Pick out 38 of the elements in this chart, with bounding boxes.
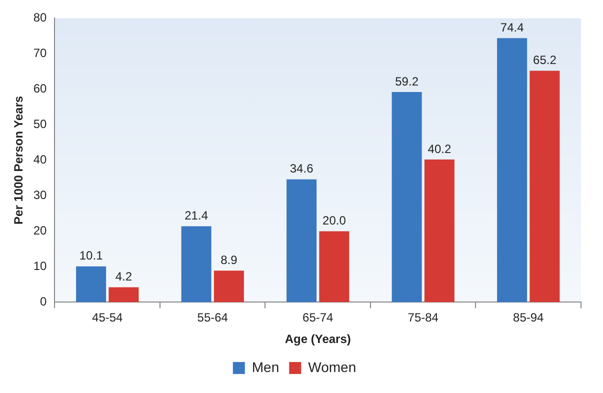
data-label: 40.2 — [428, 142, 452, 156]
bar — [530, 70, 560, 302]
bar — [392, 92, 422, 302]
data-label: 8.9 — [220, 252, 238, 267]
bar — [286, 179, 317, 302]
x-tick-label: 55-64 — [197, 310, 228, 325]
data-label: 59.2 — [395, 74, 419, 88]
x-axis-title: Age (Years) — [284, 332, 351, 346]
data-label: 20.0 — [322, 214, 346, 228]
y-tick-label: 50 — [33, 117, 48, 132]
data-label: 10.1 — [79, 248, 104, 263]
legend-label: Men — [252, 358, 280, 375]
bar — [108, 287, 139, 302]
y-tick-label: 10 — [33, 259, 48, 274]
y-axis-title: Per 1000 Person Years — [12, 96, 26, 224]
x-tick-label: 65-74 — [302, 310, 334, 325]
data-label: 65.2 — [533, 53, 557, 68]
y-tick-label: 80 — [33, 10, 48, 25]
x-tick-label: 45-54 — [92, 310, 124, 325]
bar — [76, 266, 106, 302]
x-tick-label: 85-94 — [513, 310, 544, 325]
x-tick-label: 75-84 — [408, 310, 439, 325]
data-label: 74.4 — [500, 20, 524, 34]
legend-label: Women — [308, 358, 356, 375]
bar — [214, 270, 244, 302]
y-tick-label: 20 — [33, 224, 48, 238]
bar — [497, 38, 528, 302]
data-label: 34.6 — [290, 162, 314, 176]
y-tick-label: 40 — [33, 152, 48, 167]
bar — [319, 231, 350, 302]
data-label: 21.4 — [184, 208, 208, 223]
bar — [181, 226, 212, 302]
bar — [424, 159, 454, 302]
y-tick-label: 60 — [33, 82, 48, 96]
y-tick-label: 30 — [33, 188, 48, 202]
y-tick-label: 70 — [33, 46, 48, 60]
y-tick-label: 0 — [40, 294, 48, 309]
data-label: 4.2 — [115, 270, 132, 284]
